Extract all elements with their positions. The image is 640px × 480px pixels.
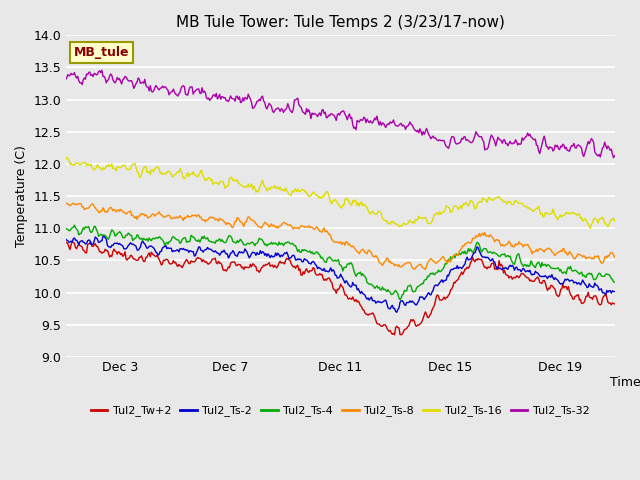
Tul2_Ts-4 bbox=[61, 225, 69, 231]
Tul2_Ts-2 bbox=[514, 267, 522, 273]
Tul2_Ts-8 bbox=[323, 228, 330, 234]
Tul2_Ts-16 bbox=[611, 218, 618, 224]
Tul2_Ts-32 bbox=[61, 77, 69, 83]
Tul2_Tw+2 bbox=[327, 278, 335, 284]
Tul2_Ts-4 bbox=[396, 297, 404, 302]
Line: Tul2_Ts-4: Tul2_Ts-4 bbox=[65, 225, 614, 300]
Tul2_Ts-16 bbox=[586, 225, 594, 231]
Line: Tul2_Ts-32: Tul2_Ts-32 bbox=[65, 70, 614, 158]
Tul2_Ts-2 bbox=[360, 291, 367, 297]
Tul2_Ts-16 bbox=[359, 203, 367, 208]
Tul2_Ts-16 bbox=[323, 189, 330, 195]
Text: MB_tule: MB_tule bbox=[74, 46, 129, 59]
Tul2_Ts-32 bbox=[327, 111, 335, 117]
Tul2_Ts-4 bbox=[324, 256, 332, 262]
Tul2_Tw+2 bbox=[390, 330, 397, 336]
Y-axis label: Temperature (C): Temperature (C) bbox=[15, 145, 28, 247]
Tul2_Ts-32 bbox=[610, 155, 618, 161]
Tul2_Ts-2 bbox=[61, 236, 69, 242]
Tul2_Ts-2 bbox=[390, 306, 397, 312]
Tul2_Ts-32 bbox=[598, 145, 606, 151]
Tul2_Tw+2 bbox=[390, 332, 398, 337]
Tul2_Ts-16 bbox=[388, 218, 396, 224]
Tul2_Tw+2 bbox=[324, 276, 332, 282]
Tul2_Ts-32 bbox=[360, 115, 367, 120]
Tul2_Tw+2 bbox=[600, 293, 607, 299]
Tul2_Ts-4 bbox=[70, 222, 78, 228]
Tul2_Ts-4 bbox=[327, 255, 335, 261]
Tul2_Ts-4 bbox=[514, 251, 522, 257]
Tul2_Ts-2 bbox=[393, 310, 401, 315]
Tul2_Ts-32 bbox=[390, 117, 397, 123]
Tul2_Ts-32 bbox=[324, 115, 332, 120]
Line: Tul2_Ts-16: Tul2_Ts-16 bbox=[65, 156, 614, 228]
Tul2_Ts-16 bbox=[598, 215, 606, 220]
Line: Tul2_Tw+2: Tul2_Tw+2 bbox=[65, 242, 614, 335]
Tul2_Ts-8 bbox=[611, 254, 618, 260]
Tul2_Ts-8 bbox=[359, 246, 367, 252]
Tul2_Ts-4 bbox=[360, 273, 367, 278]
Tul2_Ts-32 bbox=[513, 139, 520, 144]
Tul2_Tw+2 bbox=[68, 239, 76, 245]
Tul2_Ts-8 bbox=[513, 242, 520, 248]
Tul2_Ts-32 bbox=[611, 153, 618, 159]
Line: Tul2_Ts-2: Tul2_Ts-2 bbox=[65, 236, 614, 312]
Tul2_Ts-16 bbox=[326, 196, 333, 202]
Tul2_Ts-8 bbox=[326, 231, 333, 237]
Tul2_Ts-2 bbox=[327, 265, 335, 271]
Tul2_Ts-2 bbox=[324, 268, 332, 274]
Tul2_Ts-4 bbox=[600, 274, 607, 279]
Line: Tul2_Ts-8: Tul2_Ts-8 bbox=[65, 203, 614, 269]
Legend: Tul2_Tw+2, Tul2_Ts-2, Tul2_Ts-4, Tul2_Ts-8, Tul2_Ts-16, Tul2_Ts-32: Tul2_Tw+2, Tul2_Ts-2, Tul2_Ts-4, Tul2_Ts… bbox=[86, 401, 594, 421]
Tul2_Tw+2 bbox=[514, 274, 522, 279]
Tul2_Ts-8 bbox=[598, 260, 606, 266]
Tul2_Ts-32 bbox=[98, 67, 106, 73]
Tul2_Ts-4 bbox=[390, 291, 397, 297]
X-axis label: Time: Time bbox=[610, 376, 640, 389]
Tul2_Ts-8 bbox=[61, 200, 69, 206]
Tul2_Tw+2 bbox=[611, 301, 618, 307]
Title: MB Tule Tower: Tule Temps 2 (3/23/17-now): MB Tule Tower: Tule Temps 2 (3/23/17-now… bbox=[175, 15, 504, 30]
Tul2_Ts-4 bbox=[611, 279, 618, 285]
Tul2_Tw+2 bbox=[61, 239, 69, 245]
Tul2_Tw+2 bbox=[360, 307, 367, 312]
Tul2_Ts-2 bbox=[611, 288, 618, 294]
Tul2_Ts-2 bbox=[600, 289, 607, 295]
Tul2_Ts-8 bbox=[422, 266, 429, 272]
Tul2_Ts-2 bbox=[99, 233, 107, 239]
Tul2_Ts-16 bbox=[512, 197, 520, 203]
Tul2_Ts-16 bbox=[61, 154, 69, 159]
Tul2_Ts-8 bbox=[388, 261, 396, 266]
